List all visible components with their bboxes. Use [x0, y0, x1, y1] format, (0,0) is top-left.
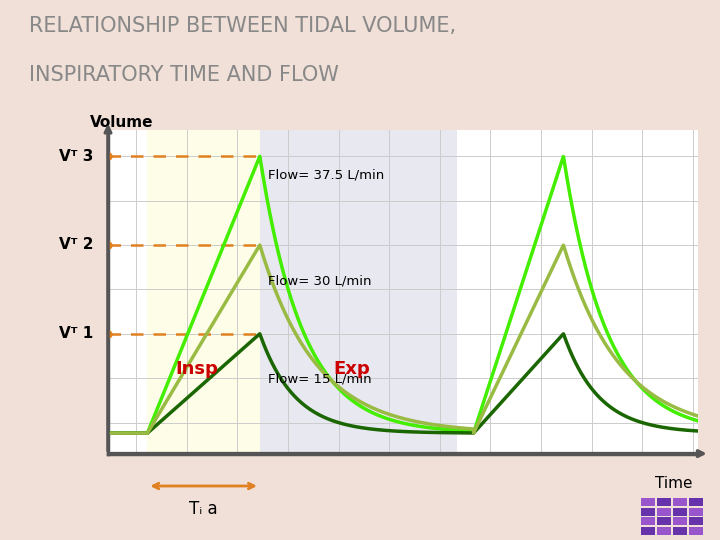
Bar — [641, 498, 654, 507]
Text: Time: Time — [655, 476, 693, 491]
Text: Volume: Volume — [90, 114, 154, 130]
Text: INSPIRATORY TIME AND FLOW: INSPIRATORY TIME AND FLOW — [29, 65, 338, 85]
Bar — [673, 526, 687, 535]
Bar — [657, 526, 671, 535]
Text: Insp: Insp — [176, 360, 218, 377]
Text: Vᵀ 3: Vᵀ 3 — [59, 148, 94, 164]
Bar — [673, 508, 687, 516]
Text: Flow= 30 L/min: Flow= 30 L/min — [269, 275, 372, 288]
Text: Flow= 15 L/min: Flow= 15 L/min — [269, 373, 372, 386]
Bar — [641, 517, 654, 525]
Text: Tᵢ a: Tᵢ a — [189, 501, 218, 518]
Bar — [673, 498, 687, 507]
Text: Vᵀ 1: Vᵀ 1 — [59, 326, 94, 341]
Bar — [673, 517, 687, 525]
Bar — [641, 526, 654, 535]
Bar — [657, 498, 671, 507]
Bar — [690, 517, 703, 525]
Bar — [260, 130, 456, 454]
Text: Vᵀ 2: Vᵀ 2 — [59, 238, 94, 253]
Bar — [657, 508, 671, 516]
Bar — [690, 508, 703, 516]
Bar — [690, 498, 703, 507]
Text: Flow= 37.5 L/min: Flow= 37.5 L/min — [269, 168, 384, 181]
Bar — [657, 517, 671, 525]
Text: Exp: Exp — [333, 360, 369, 377]
Bar — [148, 130, 260, 454]
Bar — [690, 526, 703, 535]
Bar — [641, 508, 654, 516]
Text: RELATIONSHIP BETWEEN TIDAL VOLUME,: RELATIONSHIP BETWEEN TIDAL VOLUME, — [29, 16, 456, 36]
